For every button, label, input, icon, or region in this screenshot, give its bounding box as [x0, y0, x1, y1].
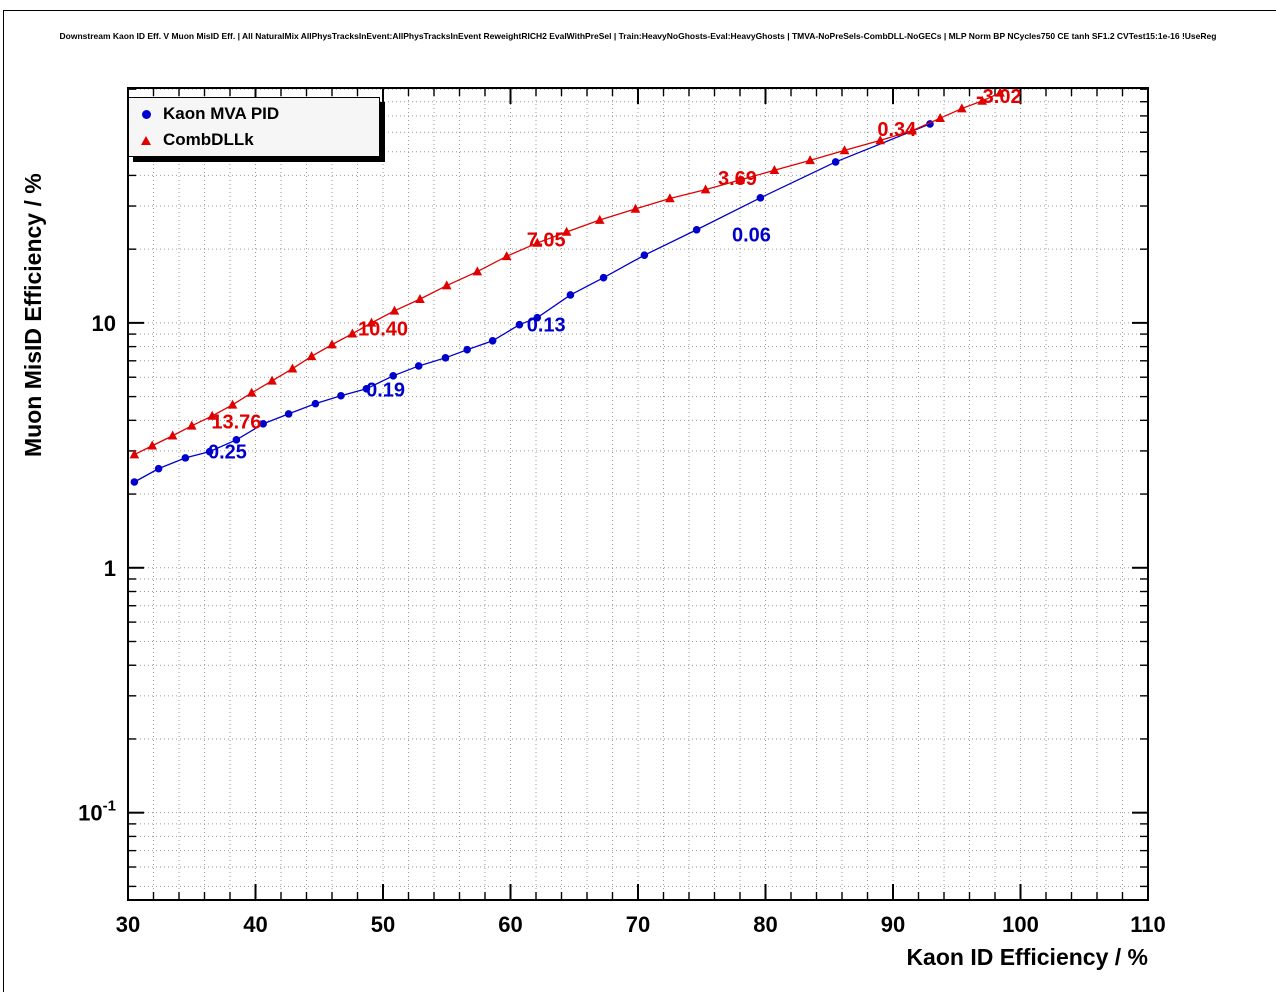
data-point-circle	[154, 464, 163, 473]
data-point-triangle	[935, 113, 945, 123]
y-axis-title: Muon MisID Efficiency / %	[20, 173, 46, 457]
data-point-circle	[488, 336, 497, 345]
legend-label: Kaon MVA PID	[163, 104, 280, 123]
y-tick-label: 10	[92, 311, 116, 336]
canvas-border-top	[3, 10, 1276, 11]
data-point-triangle	[129, 449, 140, 459]
data-point-triangle	[839, 145, 850, 155]
x-tick-label: 70	[626, 912, 650, 937]
series-line-triangle	[134, 92, 1001, 456]
data-point-triangle	[207, 410, 217, 420]
x-tick-label: 80	[753, 912, 777, 937]
data-point-triangle	[630, 203, 641, 213]
data-point-triangle	[735, 174, 745, 184]
data-point-triangle	[532, 237, 543, 247]
data-point-triangle	[441, 280, 452, 290]
plot-title: Downstream Kaon ID Eff. V Muon MisID Eff…	[59, 31, 1217, 41]
plot-frame	[127, 87, 1149, 901]
value-label: 10.40	[358, 318, 408, 340]
data-point-triangle	[805, 155, 815, 165]
data-point-circle	[756, 194, 765, 202]
x-tick-label: 40	[243, 912, 267, 937]
data-point-triangle	[875, 135, 886, 145]
data-point-circle	[533, 313, 542, 322]
data-point-circle	[441, 354, 450, 362]
data-point-triangle	[327, 339, 337, 349]
value-label: 13.76	[211, 412, 261, 434]
x-tick-label: 60	[498, 912, 522, 937]
data-point-circle	[337, 391, 345, 400]
x-axis-title: Kaon ID Efficiency / %	[906, 944, 1148, 970]
y-tick-label: 10-1	[78, 798, 116, 826]
data-point-triangle	[366, 317, 377, 327]
data-point-triangle	[186, 420, 197, 430]
data-point-circle	[362, 385, 371, 393]
value-label: 0.06	[732, 224, 771, 246]
canvas-border-left	[3, 10, 4, 992]
data-point-circle	[831, 158, 840, 166]
data-point-triangle	[957, 103, 967, 113]
x-tick-label: 100	[1002, 912, 1039, 937]
data-point-circle	[130, 478, 139, 486]
data-point-triangle	[167, 430, 178, 440]
data-point-triangle	[287, 363, 298, 373]
value-label: 0.34	[877, 119, 917, 141]
data-point-triangle	[246, 387, 257, 397]
value-label: 0.13	[527, 315, 566, 337]
legend-marker-cell	[129, 109, 163, 119]
data-point-triangle	[995, 87, 1005, 97]
data-point-triangle	[501, 251, 512, 261]
data-point-circle	[515, 320, 524, 329]
data-point-triangle	[977, 95, 988, 105]
circle-marker-icon	[141, 109, 151, 119]
data-point-triangle	[389, 305, 400, 315]
data-point-triangle	[561, 226, 572, 236]
data-point-circle	[181, 454, 190, 462]
x-tick-label: 90	[881, 912, 905, 937]
legend-entry-kaon-mva-pid: Kaon MVA PID	[129, 101, 379, 127]
data-point-triangle	[472, 266, 483, 276]
value-label: 0.25	[208, 441, 247, 463]
data-point-circle	[463, 345, 471, 354]
data-point-circle	[692, 225, 701, 234]
data-point-triangle	[147, 440, 158, 450]
data-point-triangle	[907, 125, 917, 135]
value-label: 3.69	[718, 168, 757, 190]
data-point-circle	[284, 410, 293, 418]
value-label: 0.19	[366, 380, 405, 402]
y-tick-label: 1	[104, 556, 116, 581]
x-tick-label: 110	[1130, 912, 1166, 937]
legend-label: CombDLLk	[163, 130, 254, 149]
data-point-circle	[599, 273, 608, 282]
value-label: 7.05	[527, 230, 566, 252]
triangle-marker-icon	[141, 135, 151, 145]
data-point-triangle	[415, 293, 425, 303]
value-label: -3.02	[976, 86, 1022, 108]
data-point-triangle	[267, 375, 277, 385]
series-line-circle	[134, 123, 931, 483]
data-point-circle	[205, 447, 214, 456]
legend: Kaon MVA PID CombDLLk	[128, 97, 380, 157]
data-point-triangle	[665, 193, 675, 203]
data-point-circle	[259, 420, 267, 428]
data-point-triangle	[227, 399, 238, 409]
legend-entry-combdllk: CombDLLk	[129, 127, 379, 153]
data-point-circle	[311, 399, 320, 408]
data-point-circle	[389, 371, 398, 380]
data-point-triangle	[594, 214, 605, 224]
data-point-triangle	[700, 184, 711, 194]
data-point-triangle	[347, 328, 358, 338]
x-tick-label: 30	[116, 912, 140, 937]
data-point-circle	[232, 436, 241, 444]
data-point-circle	[640, 251, 649, 259]
data-point-circle	[566, 291, 575, 299]
legend-marker-cell	[129, 135, 163, 145]
data-point-triangle	[769, 165, 780, 175]
data-point-triangle	[306, 351, 317, 361]
x-tick-label: 50	[371, 912, 395, 937]
data-point-circle	[414, 362, 423, 370]
